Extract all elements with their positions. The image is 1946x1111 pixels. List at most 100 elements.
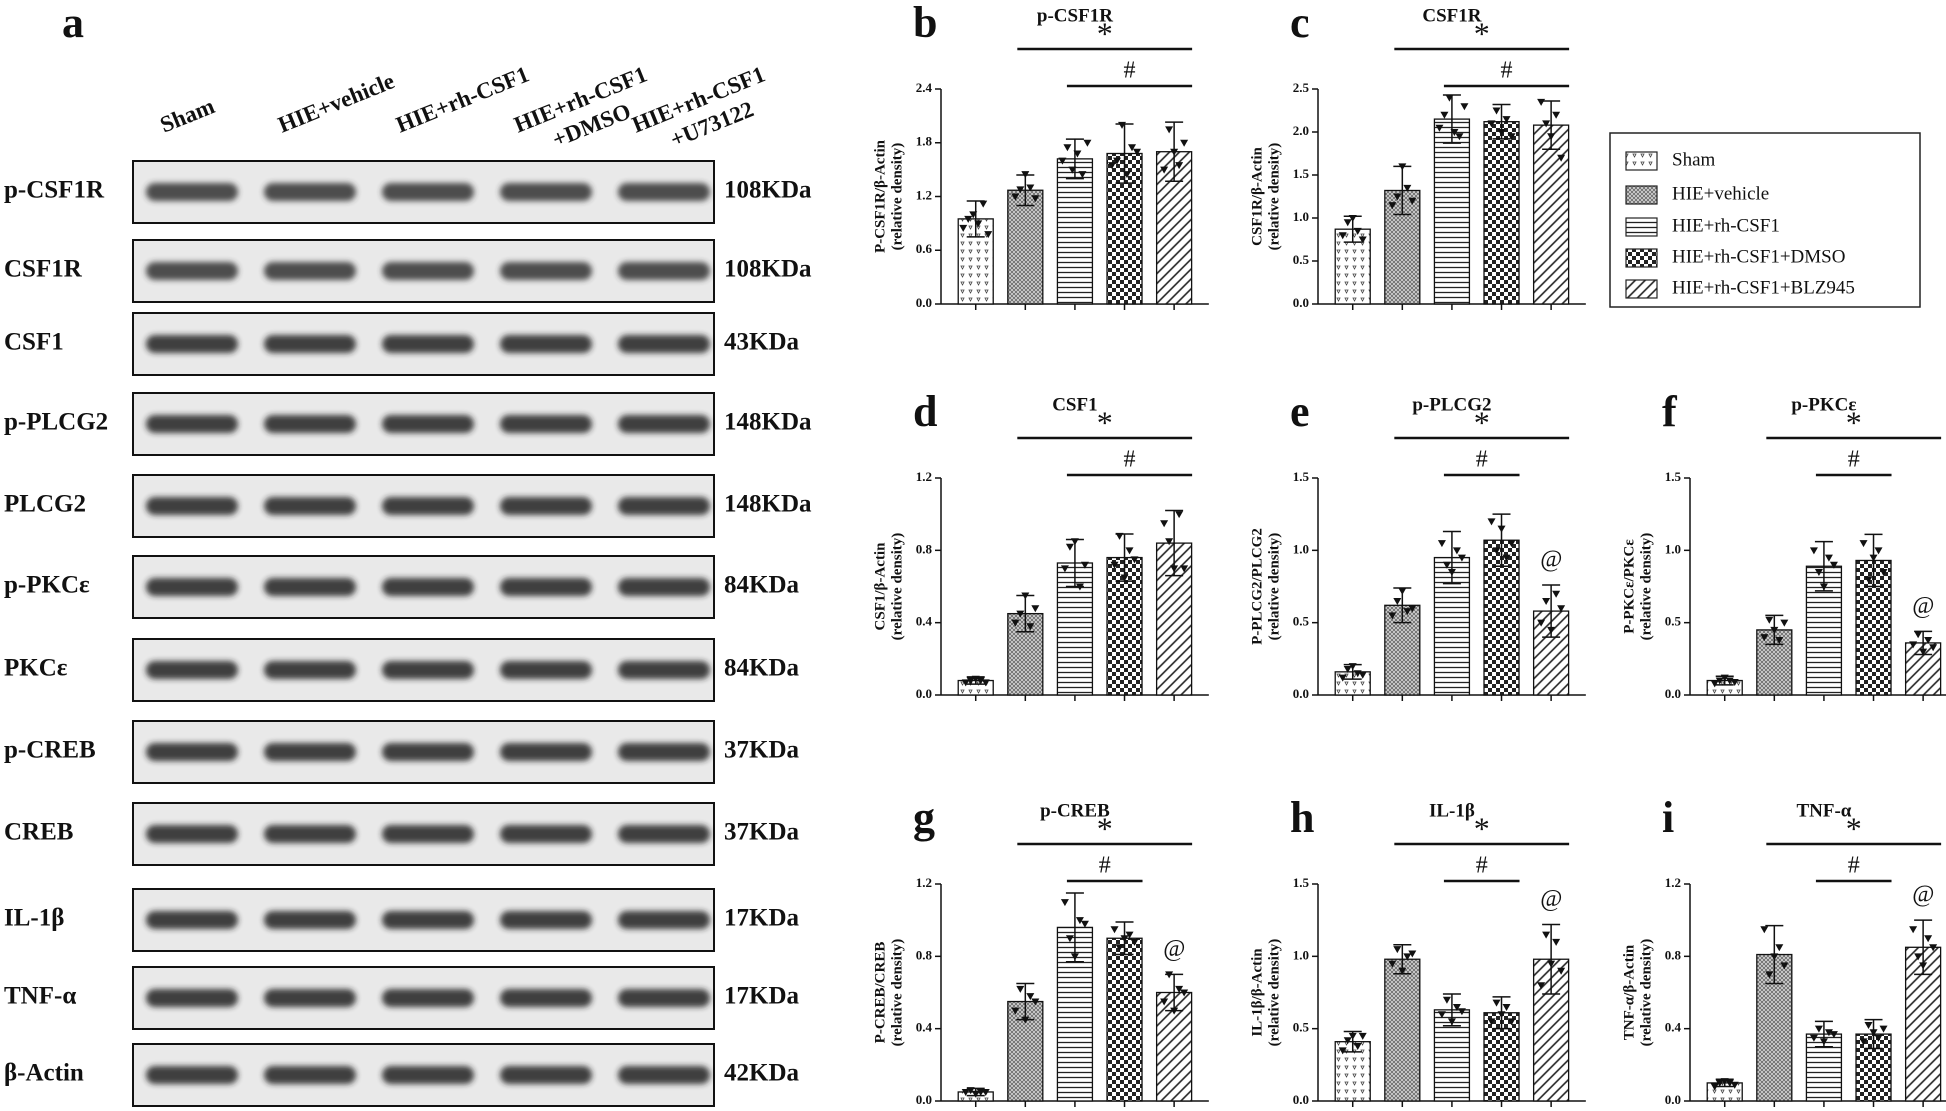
error-bar <box>1492 513 1511 567</box>
y-tick-label: 0.8 <box>916 947 933 962</box>
data-point <box>1502 116 1511 124</box>
data-point <box>1487 518 1496 526</box>
size-label: 43KDa <box>724 329 800 356</box>
band <box>264 989 356 1007</box>
panel-letter: g <box>913 793 935 842</box>
data-point <box>1016 186 1025 194</box>
significance-mark: * <box>1474 15 1490 51</box>
band <box>500 415 592 433</box>
data-point <box>1502 554 1511 562</box>
data-point <box>1492 999 1501 1007</box>
data-point <box>1011 619 1020 627</box>
data-point <box>974 220 983 228</box>
data-point <box>1542 931 1551 939</box>
data-point <box>1348 1032 1357 1040</box>
data-point <box>959 224 968 232</box>
data-point <box>1165 971 1174 979</box>
y-tick-label: 0.0 <box>1293 686 1309 701</box>
band <box>618 497 710 515</box>
data-point <box>1120 574 1129 582</box>
protein-label: CREB <box>4 819 73 846</box>
chart-title: CSF1R <box>1422 5 1481 26</box>
data-point <box>1026 184 1035 192</box>
legend-label: HIE+vehicle <box>1672 183 1769 204</box>
band <box>264 911 356 929</box>
y-tick-label: 1.0 <box>1293 947 1309 962</box>
y-tick-label: 1.5 <box>1293 469 1310 484</box>
data-point <box>971 1090 980 1098</box>
data-point <box>1819 583 1828 591</box>
data-point <box>1113 157 1122 165</box>
data-point <box>1557 967 1566 975</box>
error-bar <box>1065 892 1084 963</box>
data-point <box>1026 993 1035 1001</box>
band <box>264 743 356 761</box>
data-point <box>1080 561 1089 569</box>
data-point <box>1780 619 1789 627</box>
band <box>264 183 356 201</box>
data-point <box>1879 569 1888 577</box>
data-point <box>1026 623 1035 631</box>
data-point <box>1083 139 1092 147</box>
lane-label: HIE+vehicle <box>274 68 397 137</box>
protein-label: CSF1 <box>4 329 64 356</box>
protein-label: IL-1β <box>4 905 64 932</box>
data-point <box>1063 144 1072 152</box>
band <box>500 743 592 761</box>
data-point <box>1507 133 1516 141</box>
lane-label: Sham <box>156 93 218 137</box>
data-point <box>1343 1037 1352 1045</box>
data-point <box>1442 996 1451 1004</box>
data-point <box>1780 962 1789 970</box>
protein-label: CSF1R <box>4 256 83 283</box>
y-axis-unit: (relative density) <box>889 143 905 251</box>
data-point <box>1440 111 1449 119</box>
data-point <box>1452 547 1461 555</box>
size-label: 17KDa <box>724 983 800 1010</box>
y-tick-label: 0.0 <box>916 1092 932 1107</box>
size-label: 108KDa <box>724 177 812 204</box>
data-point <box>1487 120 1496 128</box>
data-point <box>1809 547 1818 555</box>
y-tick-label: 0.5 <box>1665 614 1682 629</box>
significance-mark: @ <box>1912 593 1934 619</box>
panel-letter: a <box>62 0 84 47</box>
data-point <box>1829 561 1838 569</box>
data-point <box>1765 616 1774 624</box>
band <box>264 262 356 280</box>
significance-mark: * <box>1097 810 1113 846</box>
band <box>618 415 710 433</box>
data-point <box>1720 1078 1729 1086</box>
data-point <box>1929 944 1938 952</box>
band <box>146 262 238 280</box>
data-point <box>1343 665 1352 673</box>
band <box>264 335 356 353</box>
legend-swatch <box>1625 248 1658 268</box>
data-point <box>1130 938 1139 946</box>
error-bar <box>1542 923 1561 995</box>
data-point <box>1403 953 1412 961</box>
y-axis-title: IL-1β/β-Actin <box>1249 948 1265 1037</box>
y-tick-label: 0.0 <box>1665 1092 1681 1107</box>
significance-mark: # <box>1848 447 1860 473</box>
data-point <box>1180 989 1189 997</box>
bar <box>1007 189 1044 305</box>
significance-mark: # <box>1124 447 1136 473</box>
data-point <box>1919 648 1928 656</box>
data-point <box>1358 236 1367 244</box>
chart-title: p-CSF1R <box>1037 5 1113 26</box>
data-point <box>1715 1079 1724 1087</box>
band <box>382 335 474 353</box>
legend-swatch <box>1625 279 1658 299</box>
legend-label: HIE+rh-CSF1 <box>1672 215 1780 236</box>
band <box>500 911 592 929</box>
chart-title: p-CREB <box>1040 800 1110 821</box>
data-point <box>964 215 973 223</box>
data-point <box>966 1087 975 1095</box>
size-label: 84KDa <box>724 572 800 599</box>
data-point <box>1408 605 1417 613</box>
band <box>146 578 238 596</box>
data-point <box>1070 953 1079 961</box>
band <box>382 497 474 515</box>
band <box>146 825 238 843</box>
